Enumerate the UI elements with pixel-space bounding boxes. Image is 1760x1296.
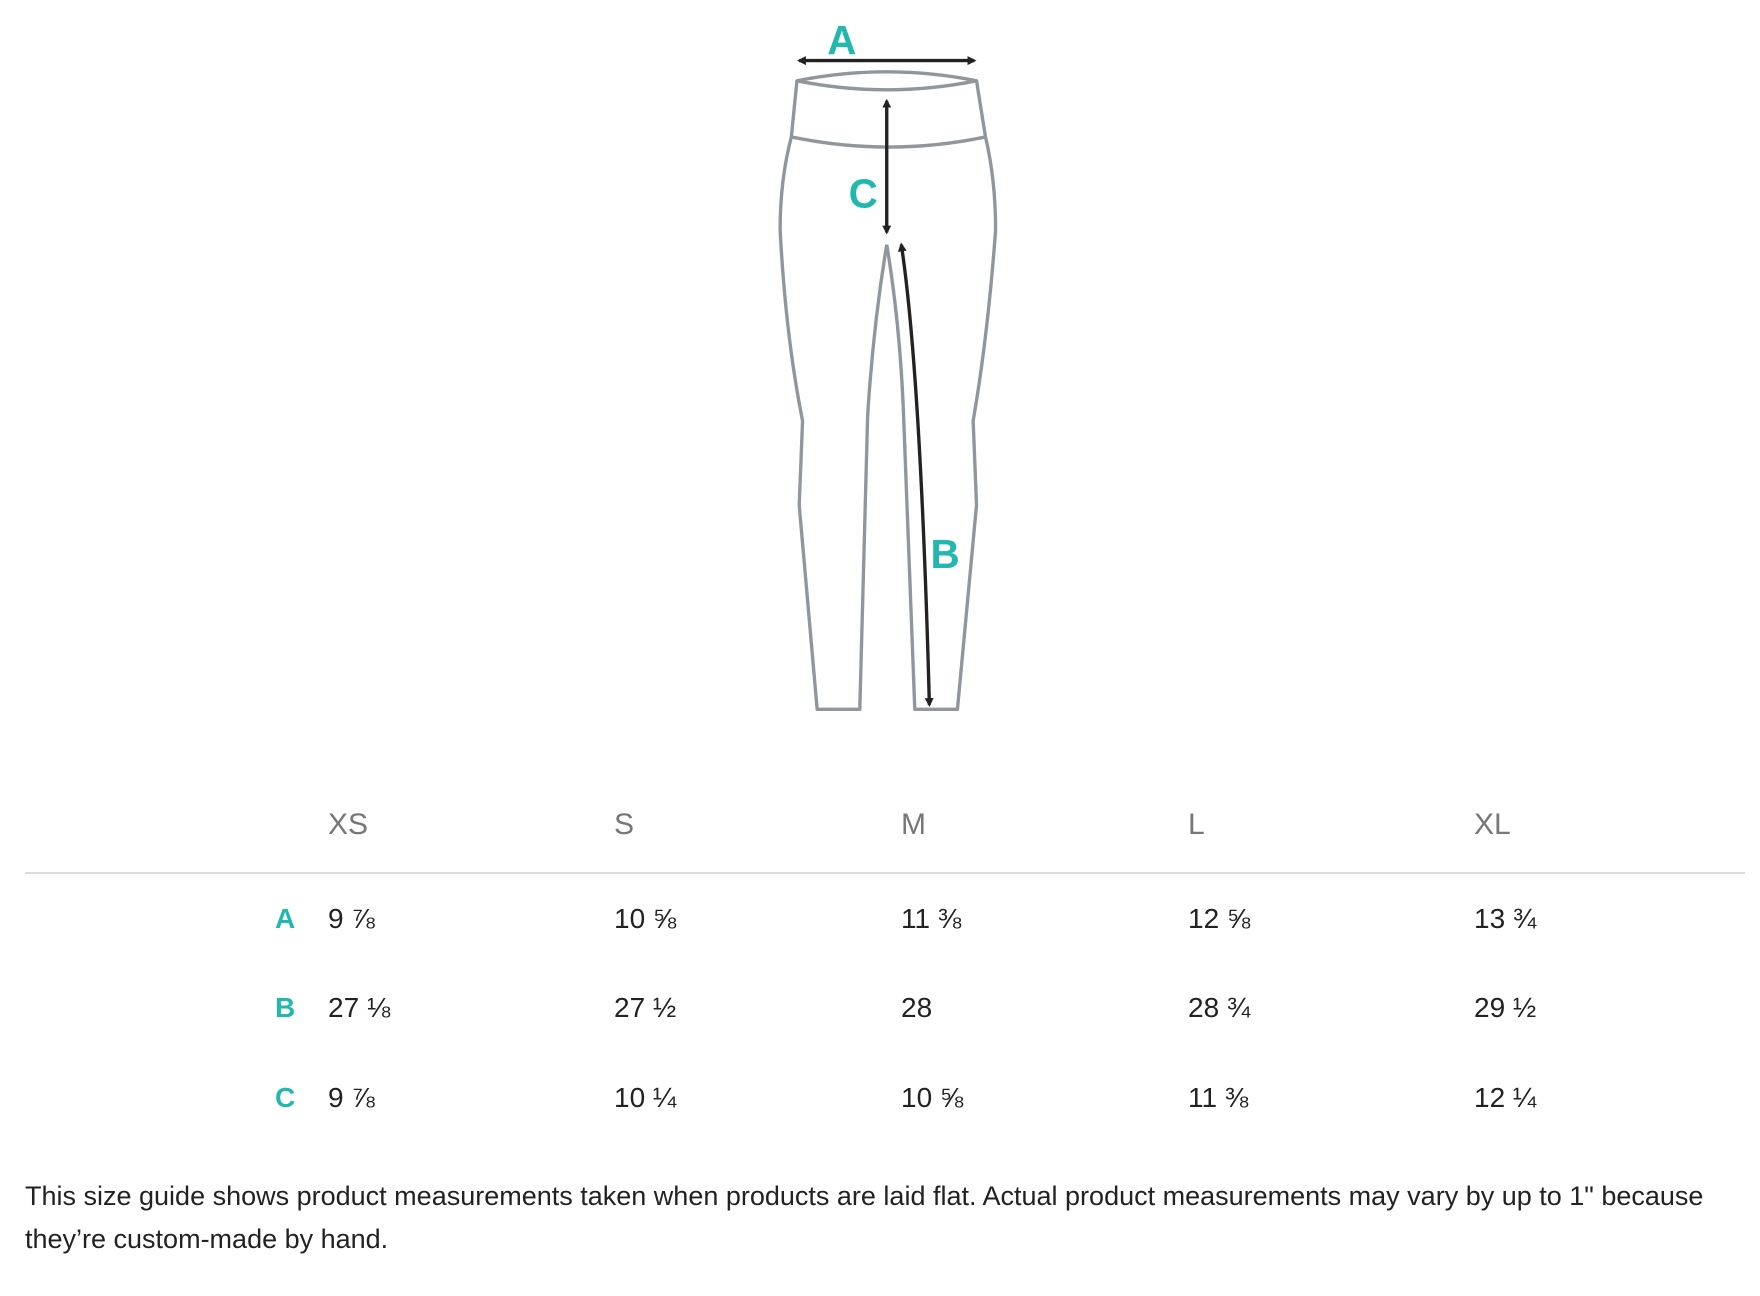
cell: 11 ⅜ — [1188, 1082, 1249, 1113]
cell: 27 ⅛ — [328, 992, 391, 1023]
cell: 10 ¼ — [614, 1082, 677, 1113]
header-divider — [25, 872, 1745, 874]
left-leg — [778, 80, 889, 711]
cell: 9 ⅞ — [328, 1082, 375, 1113]
cell: 27 ½ — [614, 992, 677, 1023]
row-label: C — [275, 1082, 296, 1113]
cell: 10 ⅝ — [901, 1082, 964, 1113]
cell: 29 ½ — [1474, 992, 1537, 1023]
size-guide-note: This size guide shows product measuremen… — [25, 1181, 1704, 1254]
size-header-xs: XS — [328, 808, 369, 841]
right-leg — [885, 80, 998, 711]
row-label: B — [275, 992, 296, 1023]
waistband-top — [795, 70, 979, 92]
label-b: B — [931, 531, 960, 577]
size-header-m: M — [901, 808, 926, 841]
cell: 28 — [901, 992, 933, 1023]
size-header-l: L — [1188, 808, 1205, 841]
cell: 10 ⅝ — [614, 903, 677, 934]
cell: 12 ⅝ — [1188, 903, 1251, 934]
cell: 28 ¾ — [1188, 992, 1251, 1023]
leggings-outline — [778, 70, 998, 711]
leggings-measurement-diagram: A C B — [778, 17, 998, 711]
size-header-s: S — [614, 808, 635, 841]
label-a: A — [827, 17, 856, 63]
cell: 9 ⅞ — [328, 903, 375, 934]
label-c: C — [849, 171, 878, 217]
cell: 13 ¾ — [1474, 903, 1537, 934]
measure-b-arrow — [897, 242, 934, 708]
cell: 12 ¼ — [1474, 1082, 1537, 1113]
row-label: A — [275, 903, 296, 934]
size-header-xl: XL — [1474, 808, 1511, 841]
cell: 11 ⅜ — [901, 903, 962, 934]
